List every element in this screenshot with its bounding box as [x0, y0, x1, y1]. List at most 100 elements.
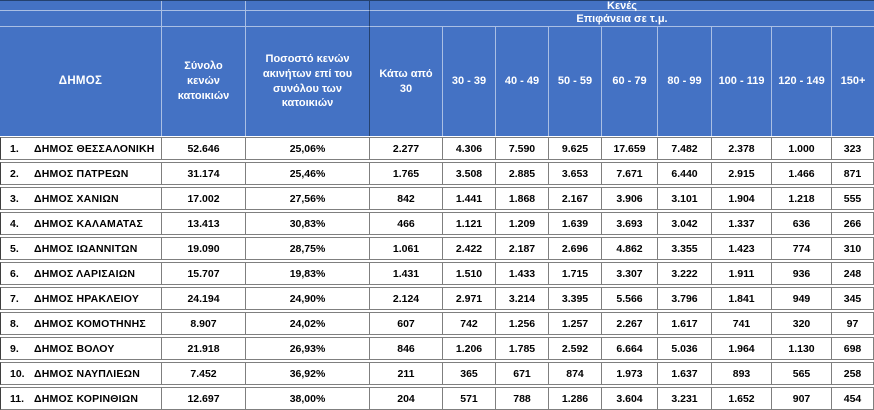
municipality-cell: 5. ΔΗΜΟΣ ΙΩΑΝΝΙΤΩΝ — [0, 237, 162, 260]
municipality-name: ΔΗΜΟΣ ΘΕΣΣΑΛΟΝΙΚΗ — [34, 142, 155, 155]
size-value-cell: 2.696 — [549, 237, 602, 260]
size-value-cell: 1.218 — [772, 187, 832, 210]
pct-vacant-cell: 30,83% — [246, 212, 370, 235]
total-vacant-cell: 21.918 — [162, 337, 246, 360]
size-value-cell: 2.167 — [549, 187, 602, 210]
pct-vacant-cell: 27,56% — [246, 187, 370, 210]
col-header-size-120-149: 120 - 149 — [772, 27, 832, 136]
size-value-cell: 3.395 — [549, 287, 602, 310]
table-row: 3. ΔΗΜΟΣ ΧΑΝΙΩΝ 17.002 27,56% 842 1.441 1… — [0, 187, 874, 210]
size-value-cell: 1.639 — [549, 212, 602, 235]
municipality-name: ΔΗΜΟΣ ΚΟΡΙΝΘΙΩΝ — [34, 392, 139, 405]
size-value-cell: 1.423 — [712, 237, 772, 260]
municipality-cell: 4. ΔΗΜΟΣ ΚΑΛΑΜΑΤΑΣ — [0, 212, 162, 235]
row-index: 8. — [10, 317, 19, 330]
size-value-cell: 1.433 — [496, 262, 549, 285]
pct-vacant-cell: 24,90% — [246, 287, 370, 310]
size-value-cell: 936 — [772, 262, 832, 285]
size-value-cell: 1.973 — [602, 362, 658, 385]
header-empty-cell — [162, 1, 246, 11]
size-value-cell: 1.061 — [370, 237, 443, 260]
table-row: 6. ΔΗΜΟΣ ΛΑΡΙΣΑΙΩΝ 15.707 19,83% 1.431 1.… — [0, 262, 874, 285]
size-value-cell: 2.378 — [712, 137, 772, 160]
col-header-size-30-39: 30 - 39 — [443, 27, 496, 136]
size-value-cell: 2.267 — [602, 312, 658, 335]
municipality-cell: 11. ΔΗΜΟΣ ΚΟΡΙΝΘΙΩΝ — [0, 387, 162, 410]
size-value-cell: 949 — [772, 287, 832, 310]
municipality-cell: 2. ΔΗΜΟΣ ΠΑΤΡΕΩΝ — [0, 162, 162, 185]
row-index: 5. — [10, 242, 19, 255]
size-value-cell: 454 — [832, 387, 874, 410]
size-value-cell: 1.785 — [496, 337, 549, 360]
size-value-cell: 345 — [832, 287, 874, 310]
size-value-cell: 774 — [772, 237, 832, 260]
table-row: 4. ΔΗΜΟΣ ΚΑΛΑΜΑΤΑΣ 13.413 30,83% 466 1.12… — [0, 212, 874, 235]
size-value-cell: 3.508 — [443, 162, 496, 185]
size-value-cell: 2.915 — [712, 162, 772, 185]
size-value-cell: 5.566 — [602, 287, 658, 310]
size-value-cell: 1.337 — [712, 212, 772, 235]
col-header-size-under30: Κάτω από 30 — [370, 27, 443, 136]
table-row: 11. ΔΗΜΟΣ ΚΟΡΙΝΘΙΩΝ 12.697 38,00% 204 571… — [0, 387, 874, 410]
size-value-cell: 1.715 — [549, 262, 602, 285]
municipality-name: ΔΗΜΟΣ ΛΑΡΙΣΑΙΩΝ — [34, 267, 136, 280]
size-value-cell: 1.256 — [496, 312, 549, 335]
size-value-cell: 893 — [712, 362, 772, 385]
municipality-cell: 6. ΔΗΜΟΣ ΛΑΡΙΣΑΙΩΝ — [0, 262, 162, 285]
col-header-size-60-79: 60 - 79 — [602, 27, 658, 136]
size-value-cell: 565 — [772, 362, 832, 385]
table-row: 9. ΔΗΜΟΣ ΒΟΛΟΥ 21.918 26,93% 846 1.206 1.… — [0, 337, 874, 360]
size-value-cell: 742 — [443, 312, 496, 335]
table-row: 7. ΔΗΜΟΣ ΗΡΑΚΛΕΙΟΥ 24.194 24,90% 2.124 2.… — [0, 287, 874, 310]
size-value-cell: 636 — [772, 212, 832, 235]
size-value-cell: 3.222 — [658, 262, 712, 285]
size-value-cell: 248 — [832, 262, 874, 285]
municipality-name: ΔΗΜΟΣ ΚΟΜΟΤΗΝΗΣ — [34, 317, 146, 330]
table-row: 2. ΔΗΜΟΣ ΠΑΤΡΕΩΝ 31.174 25,46% 1.765 3.50… — [0, 162, 874, 185]
size-value-cell: 266 — [832, 212, 874, 235]
col-header-size-50-59: 50 - 59 — [549, 27, 602, 136]
total-vacant-cell: 19.090 — [162, 237, 246, 260]
table-header: Κενές Επιφάνεια σε τ.μ. ΔΗΜΟΣ Σύνολο κεν… — [0, 0, 874, 136]
size-value-cell: 1.765 — [370, 162, 443, 185]
size-value-cell: 3.906 — [602, 187, 658, 210]
size-value-cell: 3.042 — [658, 212, 712, 235]
size-value-cell: 788 — [496, 387, 549, 410]
header-group-epifaneia: Επιφάνεια σε τ.μ. — [370, 11, 874, 27]
size-value-cell: 1.617 — [658, 312, 712, 335]
total-vacant-cell: 17.002 — [162, 187, 246, 210]
size-value-cell: 1.510 — [443, 262, 496, 285]
size-value-cell: 1.121 — [443, 212, 496, 235]
header-empty-cell — [246, 11, 370, 27]
municipality-name: ΔΗΜΟΣ ΙΩΑΝΝΙΤΩΝ — [34, 242, 138, 255]
size-value-cell: 97 — [832, 312, 874, 335]
municipality-cell: 1. ΔΗΜΟΣ ΘΕΣΣΑΛΟΝΙΚΗ — [0, 137, 162, 160]
size-value-cell: 1.257 — [549, 312, 602, 335]
total-vacant-cell: 12.697 — [162, 387, 246, 410]
size-value-cell: 1.868 — [496, 187, 549, 210]
pct-vacant-cell: 28,75% — [246, 237, 370, 260]
size-value-cell: 571 — [443, 387, 496, 410]
size-value-cell: 365 — [443, 362, 496, 385]
table-row: 5. ΔΗΜΟΣ ΙΩΑΝΝΙΤΩΝ 19.090 28,75% 1.061 2.… — [0, 237, 874, 260]
table-row: 10. ΔΗΜΟΣ ΝΑΥΠΛΙΕΩΝ 7.452 36,92% 211 365 … — [0, 362, 874, 385]
size-value-cell: 2.187 — [496, 237, 549, 260]
size-value-cell: 2.422 — [443, 237, 496, 260]
size-value-cell: 323 — [832, 137, 874, 160]
size-value-cell: 3.604 — [602, 387, 658, 410]
col-header-size-150plus: 150+ — [840, 75, 866, 88]
pct-vacant-cell: 19,83% — [246, 262, 370, 285]
size-value-cell: 7.482 — [658, 137, 712, 160]
size-value-cell: 1.431 — [370, 262, 443, 285]
row-index: 4. — [10, 217, 19, 230]
size-value-cell: 1.964 — [712, 337, 772, 360]
size-value-cell: 874 — [549, 362, 602, 385]
row-index: 11. — [10, 392, 25, 405]
size-value-cell: 698 — [832, 337, 874, 360]
size-value-cell: 1.000 — [772, 137, 832, 160]
size-value-cell: 1.841 — [712, 287, 772, 310]
header-empty-cell — [0, 11, 162, 27]
size-value-cell: 3.101 — [658, 187, 712, 210]
header-empty-cell — [0, 1, 162, 11]
size-value-cell: 3.214 — [496, 287, 549, 310]
